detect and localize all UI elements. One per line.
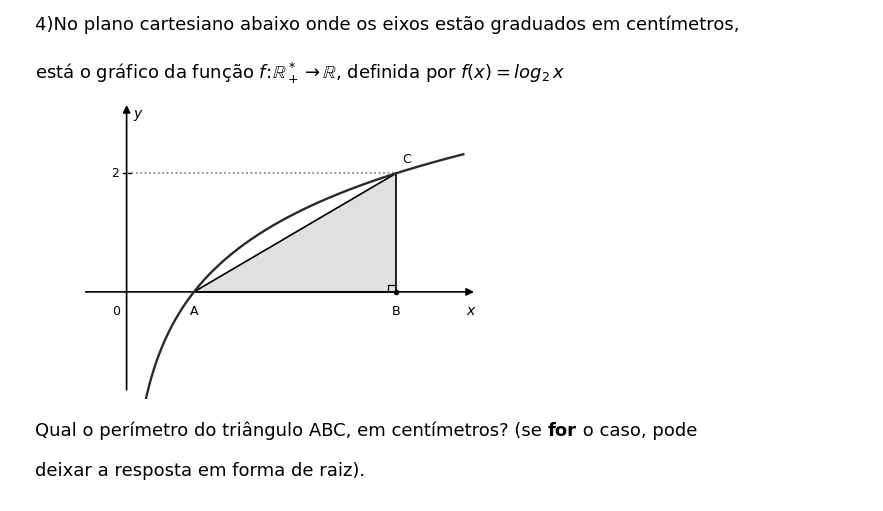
Text: o caso, pode: o caso, pode: [577, 422, 698, 439]
Text: 4)No plano cartesiano abaixo onde os eixos estão graduados em centímetros,: 4)No plano cartesiano abaixo onde os eix…: [35, 15, 740, 34]
Text: deixar a resposta em forma de raiz).: deixar a resposta em forma de raiz).: [35, 462, 366, 480]
Text: A: A: [190, 305, 198, 318]
Text: 0: 0: [112, 305, 120, 318]
Text: B: B: [392, 305, 400, 318]
Text: y: y: [133, 107, 141, 121]
Text: for: for: [548, 422, 577, 439]
Polygon shape: [194, 173, 396, 292]
Text: C: C: [403, 153, 411, 166]
Text: 2: 2: [110, 167, 118, 180]
Text: está o gráfico da função $f\!:\!\mathbb{R}_+^* \to \mathbb{R}$, definida por $f(: está o gráfico da função $f\!:\!\mathbb{…: [35, 61, 566, 86]
Text: x: x: [466, 304, 474, 318]
Text: Qual o perímetro do triângulo ABC, em centímetros? (se: Qual o perímetro do triângulo ABC, em ce…: [35, 422, 548, 440]
